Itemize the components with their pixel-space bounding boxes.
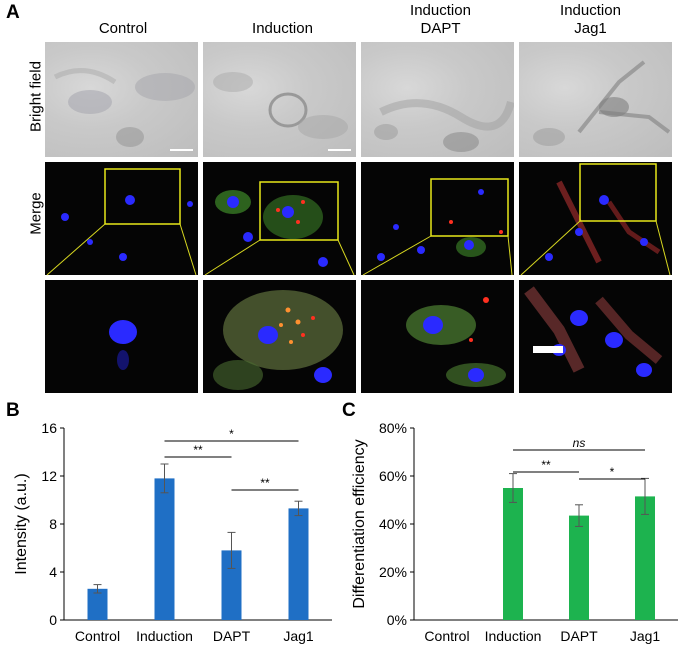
x-tick-label: Jag1	[283, 628, 314, 644]
y-tick-label: 60%	[379, 468, 407, 484]
y-tick-label: 0%	[387, 612, 407, 628]
x-tick-label: DAPT	[560, 628, 598, 644]
y-tick-label: 8	[49, 516, 57, 532]
column-title-line: Induction	[410, 2, 471, 19]
y-tick-label: 40%	[379, 516, 407, 532]
y-tick-label: 16	[41, 420, 57, 436]
y-tick-label: 4	[49, 564, 57, 580]
fluorescence-cells	[213, 290, 343, 390]
bar	[503, 488, 523, 620]
cell-shapes	[213, 72, 351, 151]
merge-image-dapt	[361, 162, 514, 275]
y-axis-label: Differentiation efficiency	[351, 439, 368, 608]
bar	[87, 588, 108, 620]
zoom-image-jag1	[519, 280, 672, 393]
fluorescence-cells	[377, 178, 509, 261]
x-tick-label: DAPT	[213, 628, 251, 644]
chart-differentiation-efficiency: 0% 20% 40% 60% 80% Differentiation efficiency…	[351, 420, 678, 644]
fluorescence-cells	[406, 297, 506, 387]
cell-shapes	[533, 60, 671, 146]
column-title-control: Control	[63, 20, 183, 38]
bar	[288, 508, 309, 620]
significance-label: *	[610, 465, 615, 479]
column-title-line: Jag1	[574, 20, 607, 37]
y-tick-label: 0	[49, 612, 57, 628]
panel-letter-b: B	[6, 400, 20, 421]
column-title-induction: Induction	[220, 20, 345, 38]
merge-image-induction	[203, 162, 356, 275]
zoom-image-induction	[203, 280, 356, 393]
significance-label: **	[541, 458, 551, 472]
x-tick-label: Induction	[136, 628, 193, 644]
column-title-line: DAPT	[420, 20, 461, 37]
fluorescence-cells	[215, 181, 339, 267]
bar	[221, 550, 242, 620]
zoom-image-dapt	[361, 280, 514, 393]
zoom-connectors	[46, 220, 671, 276]
chart-intensity: 0 4 8 12 16 Intensity (a.u.) Control Induction D…	[13, 420, 332, 644]
column-title-induction-jag1: Induction Jag1	[528, 2, 653, 38]
bar	[154, 478, 175, 620]
significance-label: **	[260, 476, 270, 490]
y-tick-label: 80%	[379, 420, 407, 436]
significance-label: *	[229, 427, 234, 441]
column-title-line: Induction	[252, 20, 313, 37]
column-title-induction-dapt: Induction DAPT	[378, 2, 503, 38]
bright-field-image-jag1	[519, 42, 672, 157]
x-tick-label: Control	[75, 628, 120, 644]
fluorescence-cells	[524, 286, 663, 377]
panel-letter-a: A	[6, 2, 20, 23]
significance-label: ns	[573, 436, 586, 450]
bright-field-image-induction	[203, 42, 356, 157]
zoom-image-control	[45, 280, 198, 393]
cell-shapes	[53, 68, 195, 151]
bright-field-image-dapt	[361, 42, 514, 157]
cell-shapes	[374, 99, 514, 152]
column-title-line: Induction	[560, 2, 621, 19]
y-axis-label: Intensity (a.u.)	[13, 473, 30, 574]
y-tick-label: 12	[41, 468, 57, 484]
merge-image-control	[45, 162, 198, 275]
panel-letter-c: C	[342, 400, 356, 421]
scale-bar	[533, 346, 563, 353]
merge-image-jag1	[519, 162, 672, 275]
y-tick-label: 20%	[379, 564, 407, 580]
bar	[569, 515, 589, 620]
fluorescence-cells	[61, 168, 193, 261]
fluorescence-cells	[109, 320, 137, 370]
bright-field-image-control	[45, 42, 198, 157]
column-title-line: Control	[98, 20, 148, 37]
significance-label: **	[193, 443, 203, 457]
x-tick-label: Induction	[485, 628, 542, 644]
bar	[635, 496, 655, 620]
x-tick-label: Control	[424, 628, 469, 644]
x-tick-label: Jag1	[630, 628, 661, 644]
